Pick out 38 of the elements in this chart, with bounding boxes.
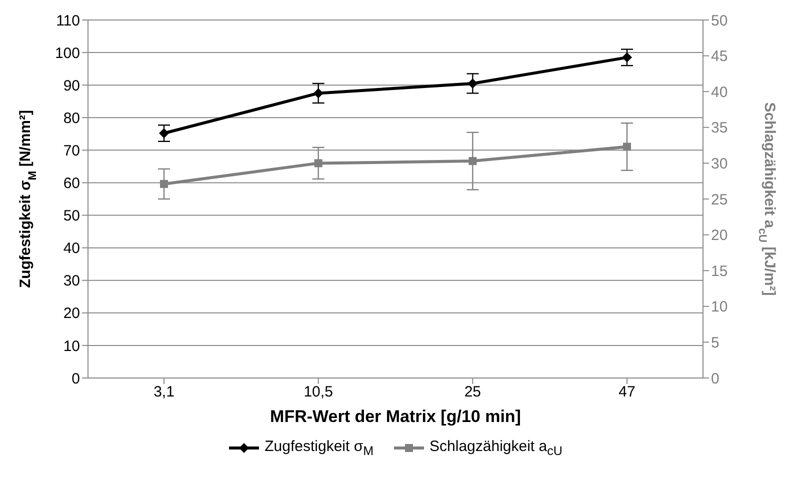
- y2-tick-label: 30: [711, 156, 728, 173]
- x-tick-label: 10,5: [304, 384, 333, 401]
- point: [468, 157, 477, 166]
- point: [314, 159, 322, 168]
- y-tick-label: 70: [63, 142, 80, 160]
- y2-tick-label: 0: [711, 370, 720, 388]
- y-tick-label: 20: [63, 305, 80, 322]
- point: [623, 142, 631, 151]
- y-tick-label: 0: [72, 370, 80, 388]
- y2-tick-label: 25: [711, 191, 728, 208]
- x-axis-title: MFR-Wert der Matrix [g/10 min]: [270, 407, 521, 426]
- point: [313, 88, 324, 98]
- legend-label: Zugfestigkeit σ$_{M}$: [264, 438, 374, 458]
- y-tick-label: 60: [63, 175, 80, 192]
- y-tick-label: 50: [63, 208, 80, 225]
- x-tick-label: 47: [618, 384, 636, 401]
- y-tick-label: 110: [56, 12, 80, 30]
- point: [622, 52, 632, 62]
- point: [468, 78, 478, 88]
- y-tick-label: 90: [63, 77, 80, 94]
- y-tick-label: 40: [63, 240, 80, 258]
- legend-label: Schlagzähigkeit a$_{cU}$: [430, 438, 562, 458]
- y-tick-label: 80: [63, 110, 80, 127]
- x-tick-label: 25: [464, 384, 482, 401]
- x-tick-label: 3,1: [154, 384, 174, 401]
- y-tick-label: 30: [63, 272, 80, 290]
- y2-tick-label: 40: [711, 84, 728, 101]
- y-tick-label: 100: [54, 44, 80, 62]
- point: [160, 180, 168, 188]
- y2-tick-label: 35: [711, 120, 728, 137]
- y2-tick-label: 50: [711, 12, 728, 30]
- y2-tick-label: 15: [711, 262, 728, 280]
- y2-tick-label: 45: [711, 48, 728, 66]
- y2-tick-label: 20: [711, 227, 728, 244]
- y2-tick-label: 5: [711, 334, 720, 352]
- point: [159, 128, 169, 138]
- y2-tick-label: 10: [711, 298, 728, 316]
- y-tick-label: 10: [63, 338, 80, 355]
